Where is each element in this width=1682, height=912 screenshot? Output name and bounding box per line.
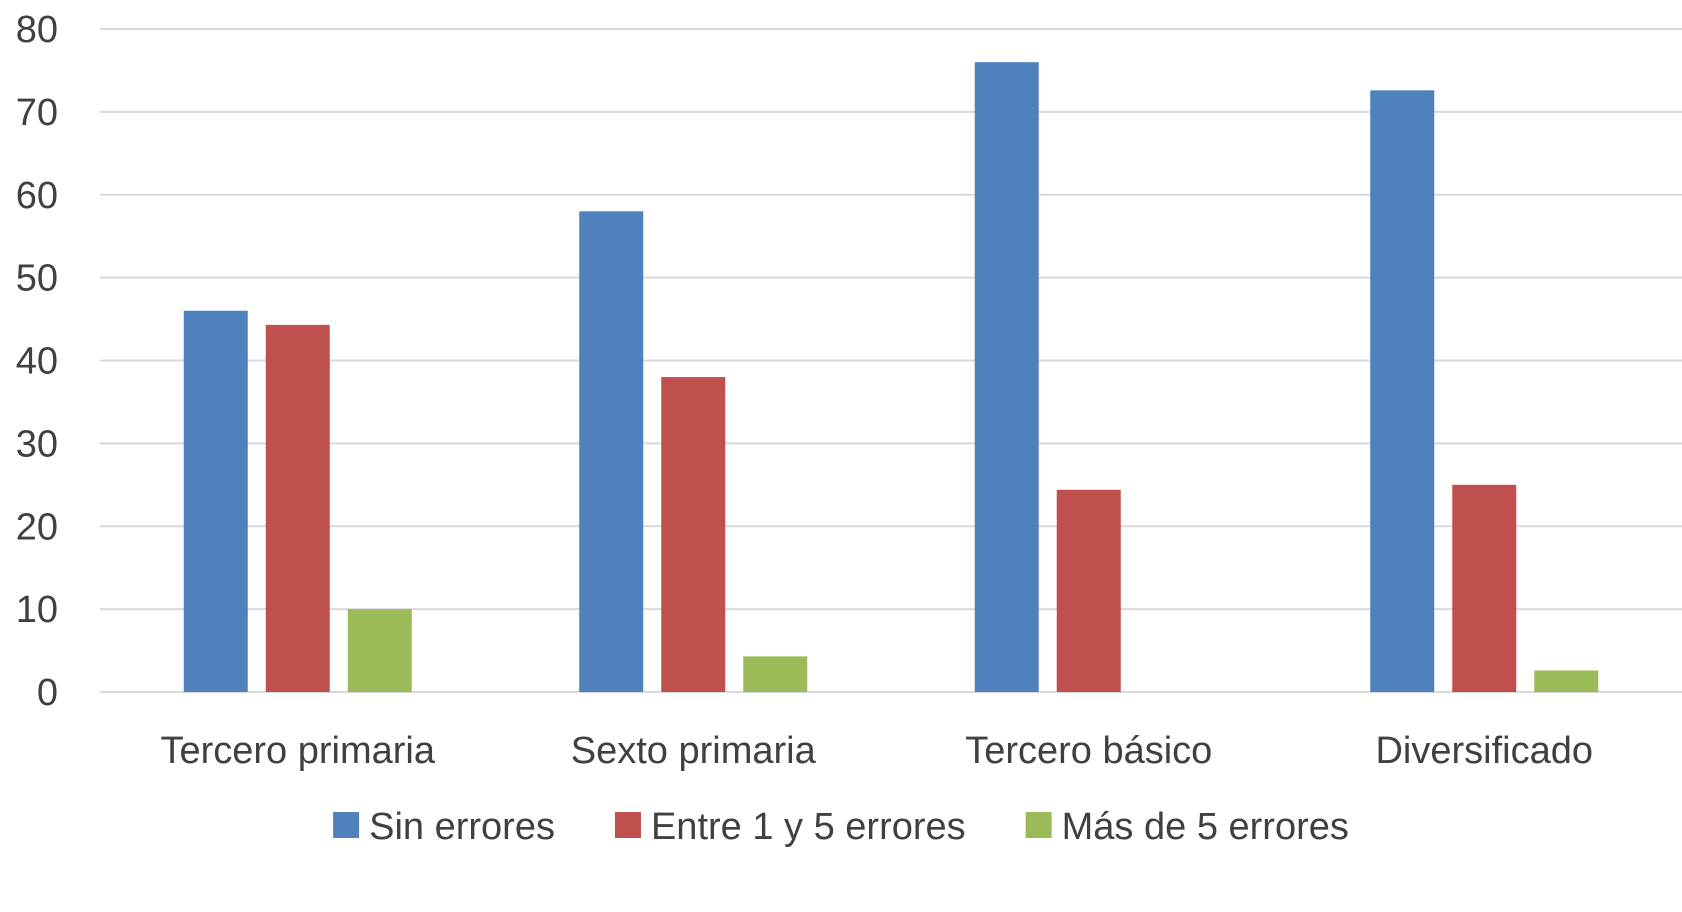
y-tick-label: 30 <box>16 423 58 465</box>
x-tick-label: Sexto primaria <box>571 730 817 772</box>
y-axis-ticks: 0 10 20 30 40 50 60 70 80 <box>16 9 58 714</box>
y-tick-label: 40 <box>16 341 58 383</box>
legend-label: Entre 1 y 5 errores <box>651 806 966 848</box>
legend-swatch <box>614 812 641 838</box>
bar-2-4 <box>1452 484 1517 692</box>
legend-swatch <box>1025 812 1052 838</box>
bar-3-4 <box>1534 670 1599 692</box>
legend-swatch <box>333 812 360 838</box>
x-axis-ticks: Tercero primaria Sexto primaria Tercero bá… <box>160 730 1593 772</box>
y-tick-label: 70 <box>16 92 58 134</box>
bar-1-1 <box>183 310 248 692</box>
x-tick-label: Diversificado <box>1375 730 1593 772</box>
legend-item: Entre 1 y 5 errores <box>614 806 966 848</box>
bar-1-4 <box>1370 90 1435 692</box>
bar-3-1 <box>347 609 412 692</box>
x-tick-label: Tercero básico <box>965 730 1212 772</box>
bar-2-2 <box>661 377 726 692</box>
y-tick-label: 10 <box>16 589 58 631</box>
bar-1-3 <box>974 62 1039 692</box>
y-tick-label: 0 <box>37 672 58 714</box>
bar-2-3 <box>1056 489 1121 692</box>
y-tick-label: 50 <box>16 258 58 300</box>
bar-2-1 <box>265 324 330 692</box>
legend: Sin errores Entre 1 y 5 errores Más de 5 e… <box>333 806 1349 848</box>
legend-label: Sin errores <box>369 806 555 848</box>
legend-item: Más de 5 errores <box>1025 806 1349 848</box>
legend-label: Más de 5 errores <box>1062 806 1349 848</box>
bars <box>183 62 1599 692</box>
y-tick-label: 20 <box>16 506 58 548</box>
y-tick-label: 60 <box>16 175 58 217</box>
legend-item: Sin errores <box>333 806 555 848</box>
x-tick-label: Tercero primaria <box>160 730 435 772</box>
gridlines <box>100 28 1682 693</box>
y-tick-label: 80 <box>16 9 58 51</box>
bar-1-2 <box>579 211 644 692</box>
bar-3-2 <box>743 656 808 692</box>
